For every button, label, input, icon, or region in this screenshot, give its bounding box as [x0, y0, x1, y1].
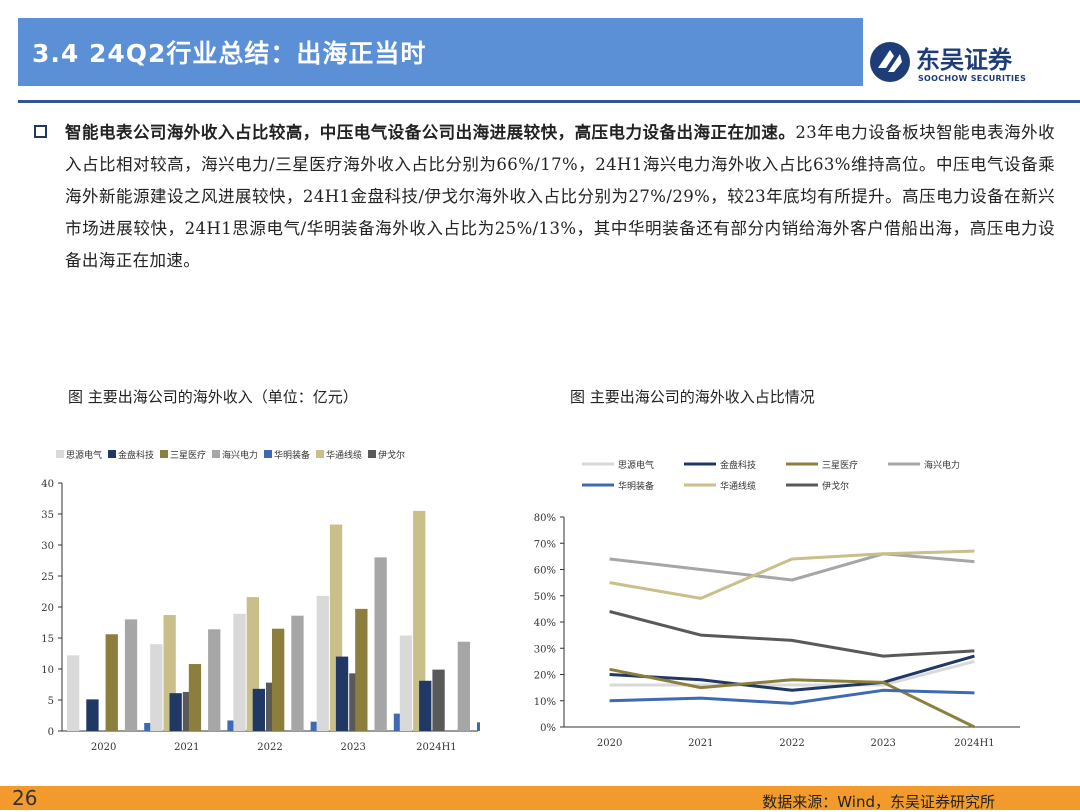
summary-paragraph: 智能电表公司海外收入占比较高，中压电气设备公司出海进展较快，高压电力设备出海正在…	[65, 117, 1055, 277]
legend-label-6: 伊戈尔	[378, 449, 405, 461]
x-tick-label: 2024H1	[416, 742, 457, 753]
x-tick-label: 2021	[174, 742, 199, 753]
legend-swatch-6	[368, 450, 376, 458]
y-tick-label: 25	[41, 572, 54, 583]
footer-bar	[0, 786, 1080, 810]
legend-label-3: 海兴电力	[924, 459, 960, 471]
legend-label-1: 金盘科技	[118, 449, 154, 461]
bar-0-0	[67, 655, 80, 731]
y-tick-label: 80%	[534, 513, 556, 524]
legend-label-5: 华通线缆	[720, 480, 756, 492]
logo-en-text: SOOCHOW SECURITIES	[918, 74, 1027, 83]
summary-bold: 智能电表公司海外收入占比较高，中压电气设备公司出海进展较快，高压电力设备出海正在…	[65, 123, 796, 142]
header-rule	[18, 100, 1080, 103]
line-chart-title: 图 主要出海公司的海外收入占比情况	[570, 388, 815, 406]
bar-1-0	[86, 699, 99, 731]
bullet-square-icon	[34, 125, 47, 138]
bar-3-0	[124, 619, 138, 731]
line-series-4	[609, 688, 975, 705]
legend-label-2: 三星医疗	[170, 449, 206, 461]
bar-5-3	[413, 510, 426, 731]
bar-chart: 思源电气 金盘科技 三星医疗 海兴电力 华明装备 华通线缆 伊戈尔 0 5 10 15 20 25 30 3…	[41, 449, 480, 753]
bar-0-3	[316, 595, 329, 731]
legend-swatch-3	[212, 450, 220, 458]
bar-3-4	[457, 641, 470, 731]
data-source: 数据来源：Wind，东吴证券研究所	[762, 793, 995, 811]
x-tick-label: 2024H1	[954, 738, 995, 749]
header-bar	[18, 18, 863, 86]
legend-label-4: 华明装备	[274, 449, 310, 461]
x-tick-label: 2023	[340, 742, 365, 753]
y-tick-label: 20	[41, 603, 54, 614]
y-tick-label: 35	[41, 510, 54, 521]
line-series-3	[609, 552, 975, 582]
legend-label-0: 思源电气	[66, 449, 102, 461]
bar-6-3	[432, 669, 445, 731]
line-series-5	[609, 549, 975, 600]
legend-label-2: 三星医疗	[822, 459, 858, 471]
x-tick-label: 2022	[257, 742, 282, 753]
x-tick-label: 2023	[870, 738, 895, 749]
legend-label-6: 伊戈尔	[822, 480, 849, 492]
bar-1-4	[419, 680, 432, 731]
legend-label-0: 思源电气	[618, 459, 654, 471]
bar-3-2	[291, 615, 304, 731]
logo-cn-text: 东吴证券	[916, 46, 1012, 74]
y-tick-label: 40%	[534, 618, 556, 629]
bar-1-1	[169, 693, 182, 731]
line-series-1	[609, 654, 975, 692]
legend-label-4: 华明装备	[618, 480, 654, 492]
bar-0-4	[399, 635, 413, 731]
line-series-2	[609, 667, 976, 729]
bar-4-4	[477, 722, 480, 731]
x-tick-label: 2022	[779, 738, 804, 749]
legend-label-5: 华通线缆	[326, 449, 362, 461]
page-title: 3.4 24Q2行业总结：出海正当时	[32, 39, 427, 68]
y-tick-label: 60%	[534, 566, 556, 577]
y-tick-label: 20%	[534, 671, 556, 682]
y-tick-label: 10%	[534, 697, 556, 708]
bar-0-2	[233, 613, 246, 731]
x-tick-label: 2021	[688, 738, 713, 749]
legend-swatch-2	[160, 450, 168, 458]
y-tick-label: 10	[41, 665, 54, 676]
bar-2-1	[188, 664, 202, 731]
bar-3-3	[374, 557, 387, 731]
bar-1-2	[252, 688, 265, 731]
legend-swatch-1	[108, 450, 116, 458]
page-number: 26	[12, 786, 38, 810]
legend-swatch-5	[316, 450, 324, 458]
y-tick-label: 50%	[534, 592, 556, 603]
line-series-0	[609, 659, 975, 687]
x-tick-label: 2020	[597, 738, 622, 749]
legend-swatch-4	[264, 450, 272, 458]
legend-swatch-0	[56, 450, 64, 458]
company-logo: 东吴证券 SOOCHOW SECURITIES	[868, 40, 1048, 92]
y-tick-label: 15	[41, 634, 54, 645]
bar-2-3	[355, 608, 368, 731]
y-tick-label: 5	[48, 696, 54, 707]
legend-label-1: 金盘科技	[720, 459, 756, 471]
y-tick-label: 30%	[534, 644, 556, 655]
logo-mark-icon	[870, 42, 910, 82]
legend-label-3: 海兴电力	[222, 449, 258, 461]
y-tick-label: 0	[48, 727, 54, 738]
bar-1-3	[335, 656, 349, 731]
y-tick-label: 40	[41, 479, 54, 490]
summary-body: 23年电力设备板块智能电表海外收入占比相对较高，海兴电力/三星医疗海外收入占比分…	[65, 123, 1055, 270]
bar-2-0	[105, 634, 118, 731]
x-tick-label: 2020	[91, 742, 116, 753]
bar-0-1	[150, 644, 163, 731]
line-series-6	[609, 610, 975, 658]
bar-chart-title: 图 主要出海公司的海外收入（单位：亿元）	[68, 388, 358, 406]
bar-3-1	[208, 629, 221, 731]
y-tick-label: 30	[41, 541, 54, 552]
y-tick-label: 70%	[534, 539, 556, 550]
y-tick-label: 0%	[540, 723, 556, 734]
bar-2-2	[272, 628, 285, 731]
